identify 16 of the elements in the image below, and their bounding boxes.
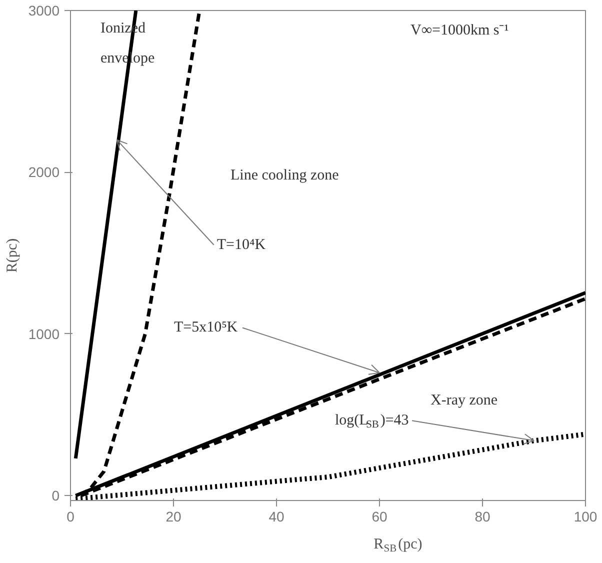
x-tick-label: 40 (268, 508, 284, 524)
x-tick-label: 0 (66, 508, 75, 524)
x-tick-label: 80 (474, 508, 490, 524)
annotation: T=10⁴K (216, 236, 266, 253)
y-tick-label: 2000 (28, 164, 60, 180)
x-tick-label: 60 (372, 508, 388, 524)
x-tick-label: 100 (574, 508, 598, 524)
annotation: V∞=1000km s⁻¹ (410, 22, 509, 38)
y-tick-label: 1000 (28, 326, 60, 342)
y-tick-label: 0 (52, 488, 60, 504)
annotation: Line cooling zone (230, 168, 340, 184)
y-tick-label: 3000 (28, 2, 60, 18)
annotation: T=5x10⁵K (174, 320, 238, 336)
x-tick-label: 20 (166, 508, 182, 524)
y-axis-title: R(pc) (4, 238, 20, 273)
annotation: X-ray zone (430, 392, 498, 408)
